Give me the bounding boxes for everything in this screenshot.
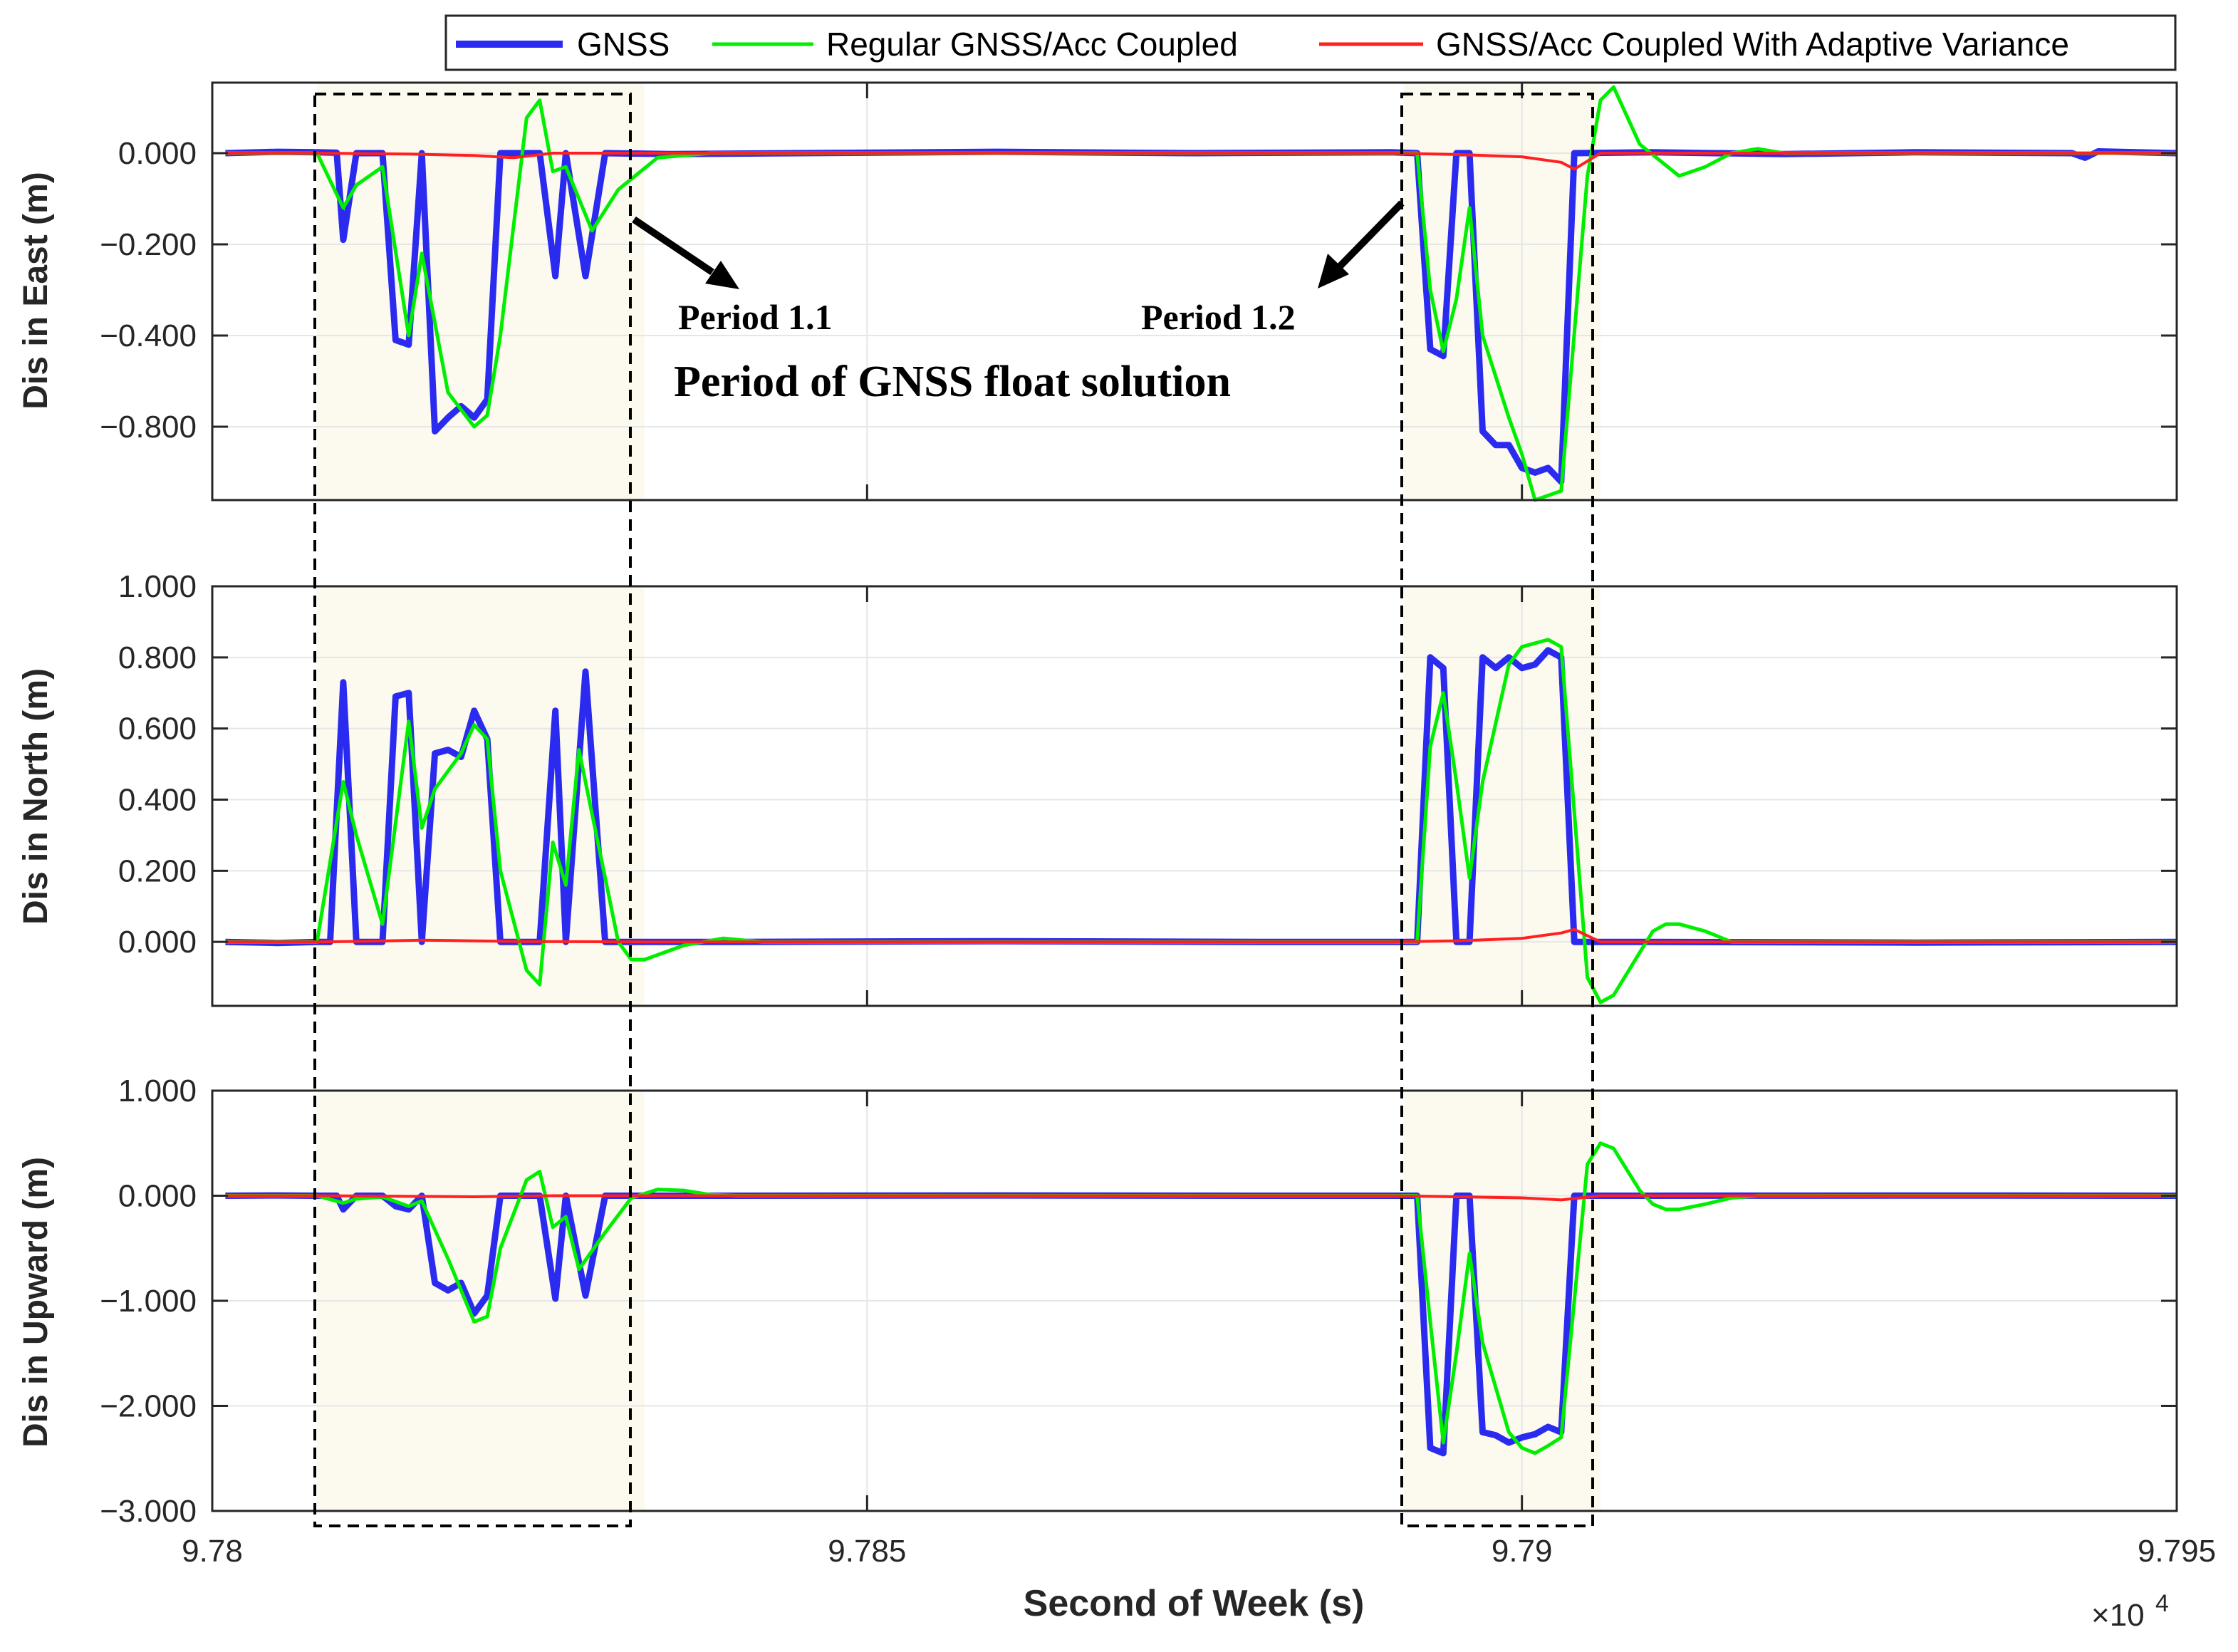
x-axis-exponent-power: 4 <box>2155 1590 2169 1617</box>
x-axis-exponent: ×10 <box>2091 1598 2145 1633</box>
y-axis-label-north: Dis in North (m) <box>17 668 55 925</box>
y-tick-label-1-3: −0.400 <box>100 318 197 353</box>
legend-label-gnss: GNSS <box>577 26 670 63</box>
annotation-period-1-2: Period 1.2 <box>1141 297 1296 337</box>
y-tick-label-3-1: 1.000 <box>118 1074 197 1108</box>
x-tick-label-1: 9.78 <box>182 1534 243 1569</box>
highlight-shading-1-1 <box>317 83 645 500</box>
y-tick-label-2-3: 0.400 <box>118 782 197 817</box>
series-line-2-gnss-acc-coupled-with-adaptive-variance <box>225 928 2177 944</box>
annotation-float-solution: Period of GNSS float solution <box>674 358 1231 406</box>
y-axis-label-east: Dis in East (m) <box>17 172 55 409</box>
y-tick-label-3-2: 0.000 <box>118 1179 197 1214</box>
y-tick-label-2-5: 0.800 <box>118 640 197 675</box>
y-tick-label-2-4: 0.600 <box>118 712 197 747</box>
highlight-box-period-1-1 <box>313 93 632 1527</box>
axes-frame-2 <box>211 585 2178 1007</box>
y-tick-label-1-2: −0.200 <box>100 227 197 262</box>
y-tick-label-2-1: 0.000 <box>118 925 197 960</box>
y-tick-label-2-2: 0.200 <box>118 853 197 888</box>
arrow-period-1-1 <box>632 216 739 289</box>
x-tick-label-2: 9.785 <box>828 1534 906 1569</box>
y-tick-label-3-4: −2.000 <box>100 1389 197 1424</box>
legend-label-regular: Regular GNSS/Acc Coupled <box>826 26 1238 63</box>
y-tick-label-3-3: −1.000 <box>100 1284 197 1319</box>
series-line-3-gnss-acc-coupled-with-adaptive-variance <box>225 1194 2177 1202</box>
legend-label-adaptive: GNSS/Acc Coupled With Adaptive Variance <box>1436 26 2069 63</box>
arrow-period-1-2 <box>1318 200 1405 289</box>
highlight-box-period-1-2 <box>1400 93 1594 1527</box>
series-line-1-gnss-acc-coupled-with-adaptive-variance <box>225 152 2177 171</box>
y-axis-label-upward: Dis in Upward (m) <box>17 1157 55 1448</box>
y-tick-label-1-1: 0.000 <box>118 136 197 171</box>
y-tick-label-1-4: −0.800 <box>100 410 197 445</box>
highlight-shading-2-2 <box>1404 586 1601 1006</box>
y-tick-label-2-6: 1.000 <box>118 569 197 604</box>
x-tick-label-3: 9.79 <box>1492 1534 1553 1569</box>
x-tick-label-4: 9.795 <box>2138 1534 2216 1569</box>
x-axis-label: Second of Week (s) <box>1024 1583 1365 1624</box>
axes-frame-1 <box>211 81 2178 502</box>
legend: GNSS Regular GNSS/Acc Coupled GNSS/Acc C… <box>444 14 2177 71</box>
annotation-period-1-1: Period 1.1 <box>678 297 833 337</box>
y-tick-label-3-5: −3.000 <box>100 1494 197 1529</box>
series-line-2-gnss <box>225 647 2177 947</box>
series-line-2-regular-gnss-acc-coupled <box>225 638 2177 1004</box>
